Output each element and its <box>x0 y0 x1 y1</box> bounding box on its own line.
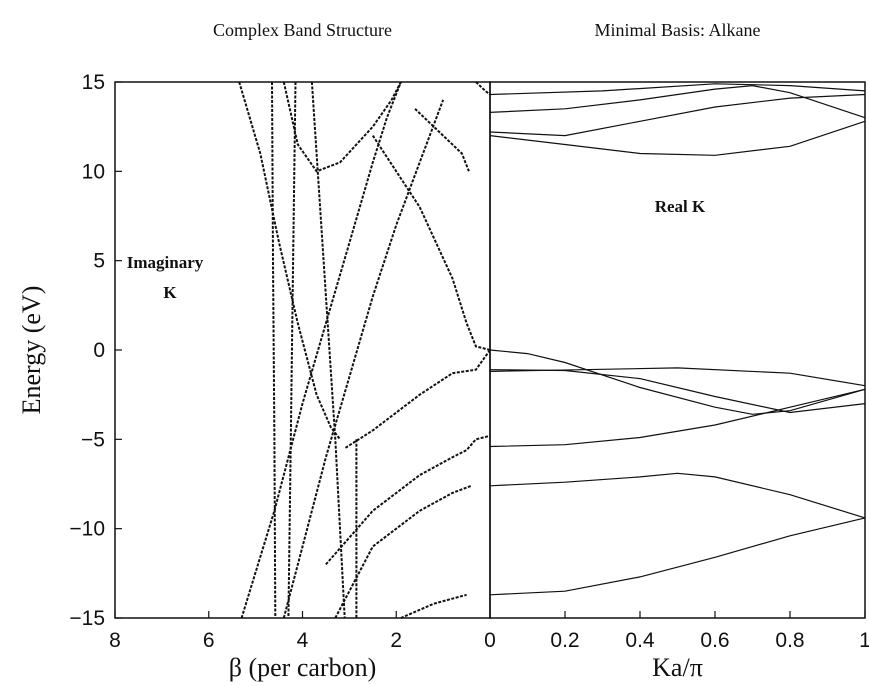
band-curve <box>489 120 866 156</box>
y-tick-label: 0 <box>93 339 105 362</box>
y-tick-label: −5 <box>81 428 105 451</box>
y-tick-label: 15 <box>82 71 105 94</box>
band-curve <box>489 349 866 415</box>
x-tick-label: 4 <box>297 629 309 652</box>
x-tick-label: 1 <box>859 629 869 652</box>
band-curve <box>489 388 866 448</box>
annotation: Real K <box>655 197 706 216</box>
chart-title: Minimal Basis: Alkane <box>595 20 761 40</box>
x-tick-label: 0.2 <box>550 629 579 652</box>
band-curve <box>414 108 470 172</box>
band-curve <box>238 81 341 440</box>
y-axis-label: Energy (eV) <box>17 286 46 415</box>
band-curve <box>489 517 866 596</box>
band-curve <box>475 81 491 96</box>
x-tick-label: 0.6 <box>700 629 729 652</box>
band-curve <box>282 81 402 173</box>
band-curve <box>371 135 491 351</box>
y-tick-label: 5 <box>93 250 105 273</box>
band-curve <box>282 99 445 619</box>
x-axis-label: Ka/π <box>652 653 703 682</box>
annotation: K <box>163 283 177 302</box>
band-curve <box>310 81 346 619</box>
x-tick-label: 6 <box>203 629 215 652</box>
x-tick-label: 2 <box>390 629 402 652</box>
x-tick-label: 0 <box>484 629 496 652</box>
band-curve <box>489 472 866 519</box>
x-tick-label: 0.4 <box>625 629 655 652</box>
plot-frame <box>114 81 491 619</box>
plot-frame <box>489 81 866 619</box>
annotation: Imaginary <box>127 253 204 272</box>
chart-title: Complex Band Structure <box>213 20 392 40</box>
band-curve <box>489 84 866 119</box>
band-curve <box>240 81 402 619</box>
band-curve <box>287 81 297 619</box>
band-curve <box>325 434 491 566</box>
band-curve <box>271 81 277 619</box>
x-tick-label: 0.8 <box>775 629 804 652</box>
y-tick-label: −10 <box>69 518 105 541</box>
x-axis-label: β (per carbon) <box>229 653 376 682</box>
y-tick-label: 10 <box>82 160 105 183</box>
x-tick-label: 8 <box>109 629 121 652</box>
band-curve <box>344 349 491 450</box>
band-curve <box>334 484 472 619</box>
band-curve <box>400 593 467 619</box>
band-curve <box>489 83 866 96</box>
band-curve <box>489 93 866 137</box>
y-tick-label: −15 <box>69 607 105 630</box>
band-curve <box>489 367 866 387</box>
